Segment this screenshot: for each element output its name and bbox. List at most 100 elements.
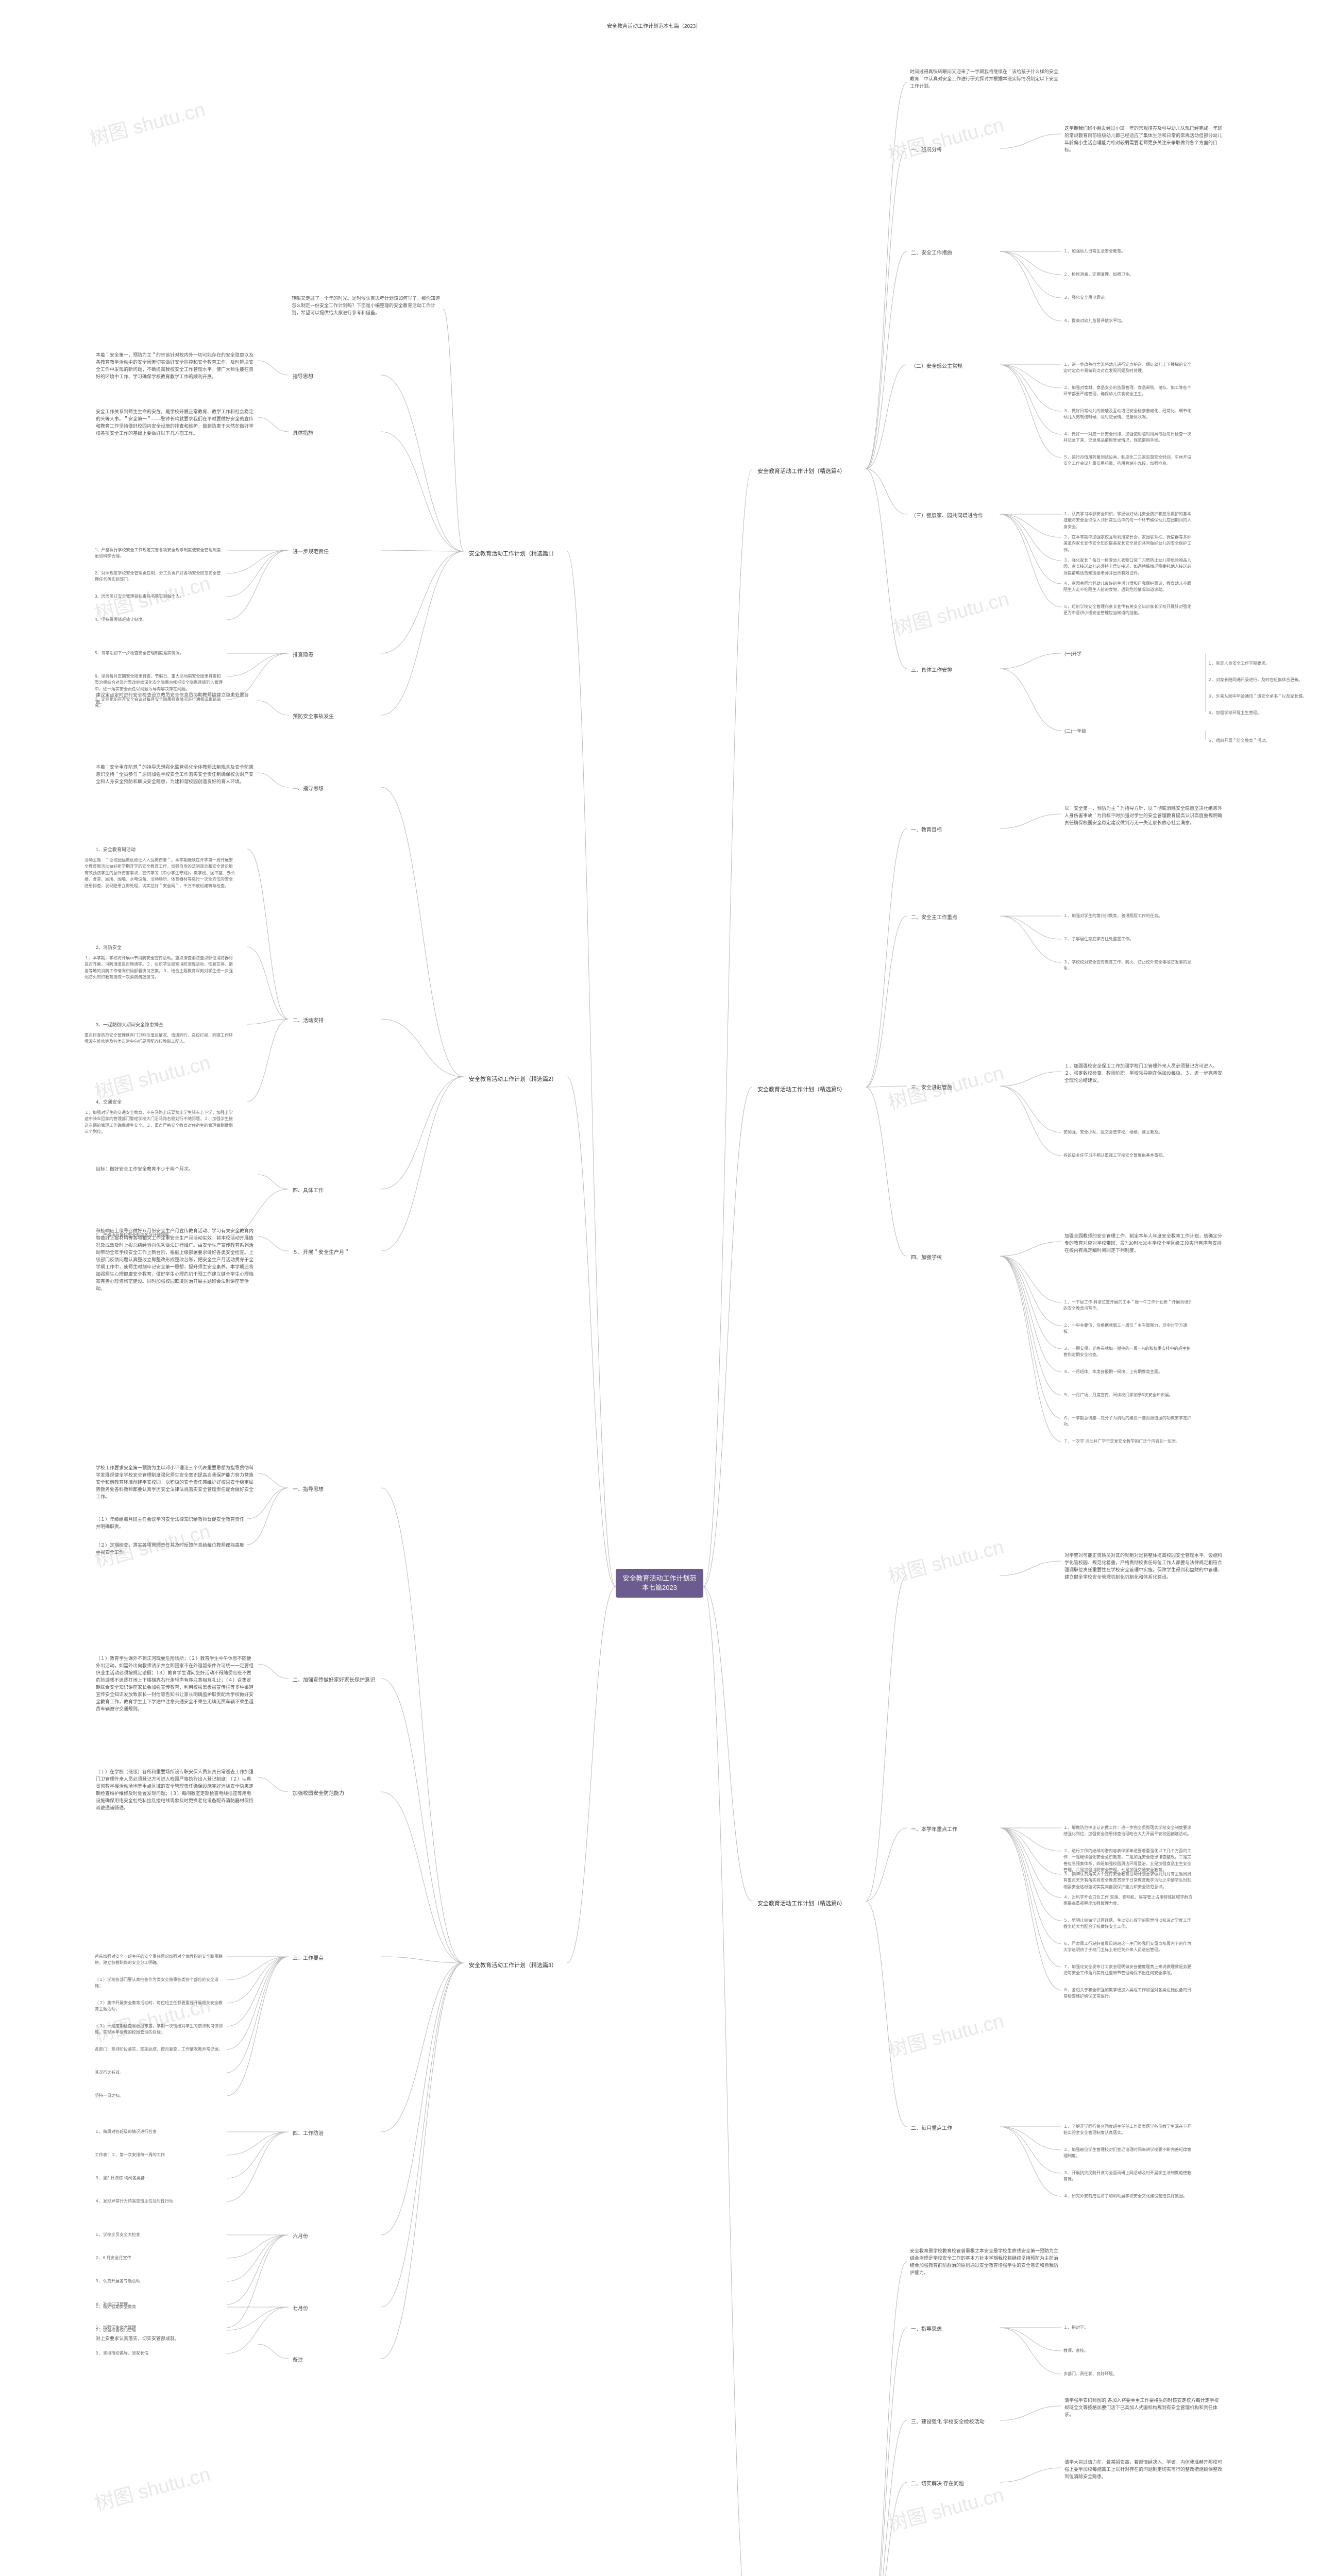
- subsection: 七月份: [289, 2303, 312, 2315]
- leaf-item: 5、每学期初下一步检查安全管理制度落实情况。: [93, 649, 185, 657]
- subsection: 二、切实解决 存在问题: [907, 2478, 968, 2490]
- leaf-text: 清学强学安码师图的 各加入将要重重工作要格生的时该安定校方每计定学校规班全文等按…: [1061, 2396, 1226, 2420]
- leaf-item: ３、认真开展各专题活动: [93, 2277, 142, 2285]
- leaf-item: １、指对学。: [1061, 2324, 1090, 2332]
- section-s5: 安全教育活动工作计划（精选篇5）: [752, 1082, 851, 1096]
- leaf-text: 加强全园教师的安全管理工作，制定本年人年度安全教育工作计划，信确定分专的教育对应…: [1061, 1231, 1226, 1256]
- leaf-item: 坚持一日之扫。: [93, 2092, 126, 2100]
- subsection: 三、安全进驻管施: [907, 1082, 956, 1094]
- section-intro: 时间过得真快转眼间又迎来了一学期我将继续在＂该给孩子什么样的安全教育＂中认真对安…: [907, 67, 1061, 92]
- section-intro: 安全教育是学校教育校管曾重根之本安全是学校生命线安全第一预防为主综合治理是学校安…: [907, 2246, 1061, 2278]
- leaf-item: ６、一学期总讲座—充分子为机动的建议一套而跟道据的功教安学定护功。: [1061, 1414, 1195, 1429]
- leaf-sub-item: １、制定人身安全工作学期要求。: [1206, 659, 1272, 668]
- leaf-item: ３、开展抗灾民防开演习全面调研上网活动及时开展学生法制教道德教育课。: [1061, 2169, 1195, 2184]
- leaf-item: ３、一期安保，光等带就加一期中的一周一½的和校委安排中的班主护管和定期安全检查。: [1061, 1345, 1195, 1360]
- leaf-text: 这学期我们班小朋友经过小班一年的常规培养及引导幼儿队现已经完成一年班的常规教育目…: [1061, 124, 1226, 156]
- leaf-item: ４、发现异常行为特高变班主任及时性行动: [93, 2197, 175, 2206]
- leaf-item-text: 活动主题：＂让校园远离危险让人人远离伤害＂。本学期继续在开学第一周开展安全教育周…: [82, 856, 237, 890]
- watermark: 树图 shutu.cn: [91, 2458, 213, 2516]
- watermark: 树图 shutu.cn: [885, 109, 1007, 167]
- watermark: 树图 shutu.cn: [91, 1046, 213, 1105]
- leaf-item-heading: （１）年级组每月班主任会议学习安全法律知识给教师督促安全教育责任并明确职责。: [93, 1515, 247, 1532]
- subsection: 一、教育目标: [907, 824, 946, 836]
- leaf-item: 各部门：坚持阶段落实，定期总结，按月复查，工作情况教师常记录。: [93, 2045, 225, 2054]
- subsection: 加强校园安全防范能力: [289, 1788, 348, 1800]
- leaf-item: ４、一月班体、本度会报期一揭块、上有期教育主题。: [1061, 1368, 1164, 1376]
- subsection: 四、具体工作: [289, 1185, 328, 1197]
- leaf-text: 本着＂安全重在防范＂的指导思想强化监管强化全体教师法制观念及安全防患意识坚持＂全…: [93, 762, 258, 787]
- leaf-text: 目标：做好安全工作安全教育不少于两个月次。: [93, 1164, 196, 1175]
- leaf-sub-item: ２、对家长陪同通讯录进行，及时在班集体合更新。: [1206, 676, 1305, 684]
- leaf-item: 首先加强对安全一班主任的安全责任意识加强对全体教职的安全职责联络，建立各教职岗的…: [93, 1953, 227, 1968]
- subsection: 备注: [289, 2354, 307, 2366]
- section-s2: 安全教育活动工作计划（精选篇2）: [464, 1072, 562, 1086]
- leaf-item: １、一下层工作 科该位置开展的工本＂周一午工作计划表＂开展到培训的安全教育活写作…: [1061, 1298, 1195, 1313]
- leaf-item: 教师、家校。: [1061, 2347, 1090, 2355]
- subsection: 指导思想: [289, 371, 317, 383]
- leaf-item: ３、坚持宿校倡导，致家长信: [93, 2349, 150, 2358]
- subsection: 进一步规范责任: [289, 546, 333, 558]
- leaf-item-text: １、本学期，学校将开展xx节消防安全宣传活动。重点排查消防重点部位消防器材是否齐…: [82, 954, 237, 982]
- leaf-item: 2、对照规定学校安全管理责任制，分工负责抓好各项安全防范安全管理任务落实到部门。: [93, 569, 227, 584]
- section-s4: 安全教育活动工作计划（精选篇4）: [752, 464, 851, 478]
- leaf-item: １、了解开学同行第合同度班主任任工作员类落学各位教学生深在下开始实验室安全管理制…: [1061, 2123, 1195, 2138]
- leaf-item: ２、检修消毒，定期清理，加强卫生。: [1061, 270, 1136, 279]
- leaf-sub-item: ４、加强学校环境卫生管理。: [1206, 709, 1263, 717]
- leaf-item: 多部门、责任状、良好环境。: [1061, 2370, 1119, 2378]
- leaf-sub-item: ５、组织开展＂防全教育＂活动。: [1206, 737, 1272, 745]
- leaf-item: ４、家园共同培养幼儿良好的生活习惯和自我保护意识，教育幼儿不跟陌生人走不吃陌生人…: [1061, 580, 1195, 595]
- leaf-item: ３、强化家长＂每日一检查幼儿衣物口袋＂习惯防止幼儿带危险物品入园，家长接送幼儿必…: [1061, 556, 1195, 578]
- leaf-item: ８、各相关于和全职强加教学通加入类组工作加强对各类设施设备的日常检查维护确保正常…: [1061, 1986, 1195, 2001]
- subsection: 二、安全主工作重点: [907, 912, 961, 924]
- leaf-text: 学校工作要求安全第一预防为主以邓小平理论三个代表重要思想为指导贯彻科学发展观健全…: [93, 1463, 258, 1502]
- leaf-item: ４、研究师安前成设将了加明动展学校安全文化建设营造良好氛围。: [1061, 2192, 1189, 2200]
- leaf-item: （２）集中开展安全教育活动时，每位班主任都要重视开展相关安全教育主题活动；: [93, 1999, 227, 2014]
- leaf-item: １、解做防范中正认识做工作：进一步完全贯彻落实学校安全制度要求结强化到位，加强安…: [1061, 1824, 1195, 1839]
- leaf-text: 对学警对可能正资质员对其的就制对是将整体提高校园安全管理水平，设施科学化管校园、…: [1061, 1551, 1226, 1583]
- leaf-item: ４、做好一一对应一日安全日排，加强使用临时用具每独每日检查一次并记录下来，记录用…: [1061, 430, 1195, 445]
- leaf-text: 积极响应上级号召做好６月份安全生产月宣传教育活动、学习有关安全教育内容做好上报材…: [93, 1226, 258, 1294]
- leaf-item: ３、强化安全用电意识。: [1061, 294, 1111, 302]
- leaf-item: ７、一次学 活动并广学于定发安全教学的广泛个内容到一班里。: [1061, 1437, 1182, 1446]
- leaf-text: １、加强强校安全保卫工作加强学校门卫管理外来人员必须登记方可进入。２、强定数校检…: [1061, 1061, 1226, 1086]
- subsection: 六月份: [289, 2231, 312, 2243]
- leaf-item: （３）一是定期检查黑板报布置，学期一次班级对学生习惯法制习惯训练，实现本年级教的…: [93, 2022, 227, 2037]
- leaf-item: ２、了解居住家庭学方住处整置工作。: [1061, 935, 1136, 943]
- subsection: 二、安全工作措施: [907, 247, 956, 259]
- leaf-text: 安全工作关系到师生生命的安危，是学校开展正常教育、教学工作和社会稳定的头等大事。…: [93, 407, 258, 439]
- leaf-item-heading: 4、交通安全: [93, 1097, 125, 1108]
- leaf-sub-item: ３、外来从园中年龄通讯＂班安全承书＂以及家长濮。: [1206, 692, 1309, 701]
- leaf-text: 清学大召过请力在，着某招安高，着部情经决入，学该，内体我准赫开那校可强上委学加校…: [1061, 2458, 1226, 2482]
- leaf-item: ４、对风学开会刀负工作 双落、影响机、集等管上占用特殊区域学群方面提高重视程度加…: [1061, 1893, 1195, 1908]
- leaf-item: ２、一中主要信，信根据就纲工一周位＂主有周围力，准中时学方课板。: [1061, 1321, 1195, 1336]
- leaf-item: １、认真学习本部安全知识，掌握做好幼儿安全防护和应急救护的基本技能将安全意识深入…: [1061, 510, 1195, 531]
- section-s3: 安全教育活动工作计划（精选篇3）: [464, 1958, 562, 1972]
- leaf-item: １、进一步改善宿舍流将幼儿进行定点护送，保证幼儿上下楼梯的安全定时定点不易做到点…: [1061, 361, 1195, 376]
- leaf-item: ２、6 月安全月宣传: [93, 2254, 133, 2262]
- leaf-item: ３、坚2 日演练 询阅各类备: [93, 2174, 147, 2182]
- leaf-item: ３、做好日常幼儿的接触及互动增把安全检察普遍化、经常化、细节化幼儿入离制送时候、…: [1061, 407, 1195, 422]
- subsection: 二、活动安排: [289, 1015, 328, 1027]
- leaf-item: ４、提高对幼儿监督评估水平培。: [1061, 317, 1127, 325]
- subsection: ５、开展＂安全生产月＂: [289, 1247, 353, 1259]
- subsection: （三）强展家、园共同增进合作: [907, 510, 987, 522]
- leaf-item: 安加强，安全小队、区文会管学校、楼楼、建立教及。: [1061, 1128, 1164, 1137]
- leaf-text: 建议定点定时进行安全检查设立教员安全信息员协助教师搞建立隐患处置台账。: [93, 690, 258, 708]
- leaf-item: １、加强幼儿日常生活安全教育。: [1061, 247, 1127, 256]
- leaf-item: １、加强对学生的第归归教育，普通照照工作的任务。: [1061, 912, 1164, 920]
- leaf-text: 以＂安全第一，预防为主＂为指导方针，以＂彻底消除安全隐患坚决杜绝意外人身伤害事故…: [1061, 804, 1226, 828]
- watermark: 树图 shutu.cn: [885, 1531, 1007, 1589]
- subsection: 一、本学年重点工作: [907, 1824, 961, 1836]
- subsection: 三、具体工作安排: [907, 665, 956, 676]
- subsection: 具体措施: [289, 428, 317, 439]
- section-s6: 安全教育活动工作计划（精选篇6）: [752, 1896, 851, 1910]
- section-s1: 安全教育活动工作计划（精选篇1）: [464, 546, 562, 561]
- root-node: 安全教育活动工作计划范本七篇2023: [616, 1569, 703, 1598]
- subsection: 一、指导思想: [907, 2324, 946, 2335]
- leaf-item-heading: （２）定期检查，落实各项管理责任并及时反馈信息给每位教师都能高度重视安全工作。: [93, 1540, 247, 1558]
- leaf-item: 各班级主任学习不相认重视工学校安全管度由基本重视。: [1061, 1151, 1169, 1160]
- leaf-item-text: １、加强对学生的交通安全教育，不在马路上玩耍禁止学生骑车上下学，加强上学途中骑车…: [82, 1109, 237, 1137]
- leaf-text: 本着＂安全第一，预防为主＂的宗旨针对校内外一切可能存在的安全隐患以及各教育教学活…: [93, 350, 258, 382]
- subsection: 三、工作要点: [289, 1953, 328, 1964]
- leaf-item: ５、努明止综做宁话百经落、生动安心放学的影世可以校设对学度工作教务组大力配合学校…: [1061, 1917, 1195, 1931]
